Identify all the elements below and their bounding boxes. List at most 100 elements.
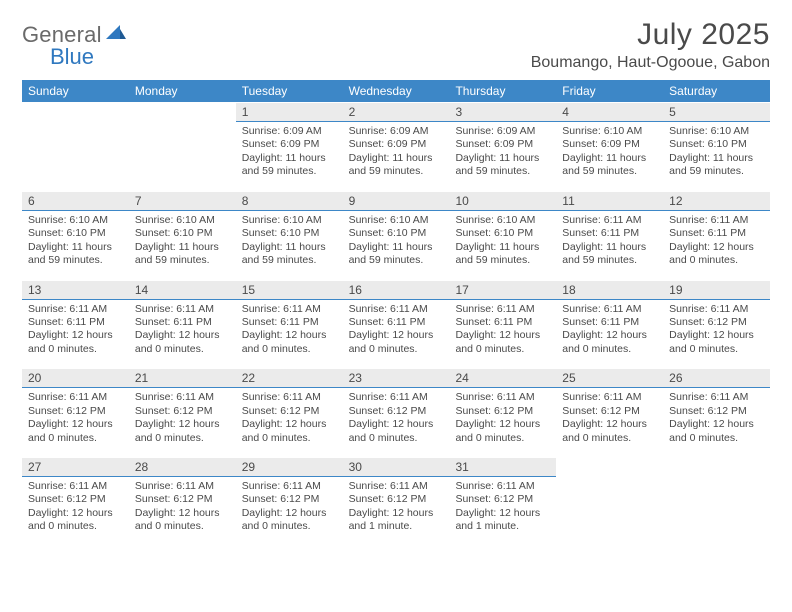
week-row: 20Sunrise: 6:11 AMSunset: 6:12 PMDayligh… [22, 368, 770, 451]
day-header: Wednesday [343, 80, 450, 102]
day-cell: 22Sunrise: 6:11 AMSunset: 6:12 PMDayligh… [236, 369, 343, 451]
day-sunset: Sunset: 6:12 PM [669, 405, 764, 418]
day-details: Sunrise: 6:11 AMSunset: 6:12 PMDaylight:… [236, 477, 343, 540]
day-sunrise: Sunrise: 6:09 AM [349, 125, 444, 138]
day-details: Sunrise: 6:11 AMSunset: 6:12 PMDaylight:… [343, 477, 450, 540]
day-daylight1: Daylight: 12 hours [28, 329, 123, 342]
header: General Blue July 2025 Boumango, Haut-Og… [22, 18, 770, 72]
day-daylight1: Daylight: 11 hours [242, 152, 337, 165]
logo: General Blue [22, 22, 126, 48]
day-number [556, 458, 663, 476]
day-number: 20 [22, 369, 129, 388]
day-number: 31 [449, 458, 556, 477]
day-cell: 26Sunrise: 6:11 AMSunset: 6:12 PMDayligh… [663, 369, 770, 451]
day-cell: 17Sunrise: 6:11 AMSunset: 6:11 PMDayligh… [449, 281, 556, 363]
day-number: 25 [556, 369, 663, 388]
day-sunset: Sunset: 6:09 PM [349, 138, 444, 151]
day-daylight1: Daylight: 11 hours [349, 152, 444, 165]
day-sunrise: Sunrise: 6:11 AM [669, 214, 764, 227]
day-sunrise: Sunrise: 6:11 AM [135, 391, 230, 404]
day-details: Sunrise: 6:11 AMSunset: 6:11 PMDaylight:… [22, 300, 129, 363]
day-cell: 2 Sunrise: 6:09 AMSunset: 6:09 PMDaylight… [343, 103, 450, 185]
day-header: Thursday [449, 80, 556, 102]
day-number: 14 [129, 281, 236, 300]
day-sunrise: Sunrise: 6:11 AM [242, 303, 337, 316]
day-cell: 24Sunrise: 6:11 AMSunset: 6:12 PMDayligh… [449, 369, 556, 451]
day-details: Sunrise: 6:11 AMSunset: 6:12 PMDaylight:… [22, 477, 129, 540]
day-cell: 5Sunrise: 6:10 AMSunset: 6:10 PMDaylight… [663, 103, 770, 185]
day-cell: 19Sunrise: 6:11 AMSunset: 6:12 PMDayligh… [663, 281, 770, 363]
day-daylight1: Daylight: 12 hours [135, 418, 230, 431]
day-details: Sunrise: 6:11 AMSunset: 6:11 PMDaylight:… [449, 300, 556, 363]
day-cell: 29Sunrise: 6:11 AMSunset: 6:12 PMDayligh… [236, 458, 343, 540]
day-number [663, 458, 770, 476]
calendar-header-row: Sunday Monday Tuesday Wednesday Thursday… [22, 80, 770, 102]
day-sunrise: Sunrise: 6:11 AM [135, 303, 230, 316]
day-number: 13 [22, 281, 129, 300]
day-sunset: Sunset: 6:09 PM [242, 138, 337, 151]
day-number: 9 [343, 192, 450, 211]
day-sunrise: Sunrise: 6:10 AM [135, 214, 230, 227]
day-daylight2: and 0 minutes. [669, 254, 764, 267]
day-daylight1: Daylight: 12 hours [28, 507, 123, 520]
week-row: 13Sunrise: 6:11 AMSunset: 6:11 PMDayligh… [22, 280, 770, 363]
location: Boumango, Haut-Ogooue, Gabon [531, 54, 770, 72]
logo-text-blue: Blue [50, 44, 94, 70]
day-details: Sunrise: 6:11 AMSunset: 6:12 PMDaylight:… [663, 388, 770, 451]
day-daylight1: Daylight: 12 hours [242, 329, 337, 342]
day-sunset: Sunset: 6:12 PM [28, 493, 123, 506]
day-cell: 12Sunrise: 6:11 AMSunset: 6:11 PMDayligh… [663, 192, 770, 274]
day-daylight1: Daylight: 12 hours [455, 329, 550, 342]
day-sunrise: Sunrise: 6:11 AM [455, 303, 550, 316]
day-number: 1 [236, 103, 343, 122]
day-cell: 20Sunrise: 6:11 AMSunset: 6:12 PMDayligh… [22, 369, 129, 451]
day-details: Sunrise: 6:11 AMSunset: 6:12 PMDaylight:… [343, 388, 450, 451]
page: General Blue July 2025 Boumango, Haut-Og… [0, 0, 792, 540]
day-sunrise: Sunrise: 6:11 AM [669, 303, 764, 316]
day-sunset: Sunset: 6:10 PM [28, 227, 123, 240]
day-daylight2: and 0 minutes. [28, 343, 123, 356]
day-sunset: Sunset: 6:11 PM [455, 316, 550, 329]
day-daylight1: Daylight: 12 hours [28, 418, 123, 431]
day-sunset: Sunset: 6:09 PM [562, 138, 657, 151]
day-sunrise: Sunrise: 6:11 AM [562, 391, 657, 404]
day-daylight1: Daylight: 11 hours [562, 152, 657, 165]
day-sunset: Sunset: 6:11 PM [349, 316, 444, 329]
day-sunset: Sunset: 6:10 PM [455, 227, 550, 240]
day-daylight2: and 0 minutes. [669, 343, 764, 356]
day-number: 2 [343, 103, 450, 122]
day-details [663, 476, 770, 532]
day-details [22, 121, 129, 177]
day-details: Sunrise: 6:09 AMSunset: 6:09 PMDaylight:… [236, 122, 343, 185]
day-sunrise: Sunrise: 6:11 AM [242, 391, 337, 404]
day-daylight2: and 0 minutes. [349, 432, 444, 445]
day-sunset: Sunset: 6:12 PM [455, 493, 550, 506]
day-cell: 28Sunrise: 6:11 AMSunset: 6:12 PMDayligh… [129, 458, 236, 540]
day-daylight2: and 0 minutes. [455, 343, 550, 356]
day-details: Sunrise: 6:11 AMSunset: 6:11 PMDaylight:… [663, 211, 770, 274]
day-daylight1: Daylight: 12 hours [455, 418, 550, 431]
day-header: Sunday [22, 80, 129, 102]
day-daylight1: Daylight: 11 hours [28, 241, 123, 254]
day-daylight1: Daylight: 12 hours [562, 418, 657, 431]
day-header: Monday [129, 80, 236, 102]
day-cell: 15Sunrise: 6:11 AMSunset: 6:11 PMDayligh… [236, 281, 343, 363]
day-cell: 6Sunrise: 6:10 AMSunset: 6:10 PMDaylight… [22, 192, 129, 274]
day-sunset: Sunset: 6:10 PM [669, 138, 764, 151]
day-sunset: Sunset: 6:11 PM [28, 316, 123, 329]
day-daylight1: Daylight: 12 hours [669, 241, 764, 254]
day-cell: 27Sunrise: 6:11 AMSunset: 6:12 PMDayligh… [22, 458, 129, 540]
logo-triangle-icon [106, 25, 126, 39]
day-daylight2: and 0 minutes. [242, 432, 337, 445]
day-daylight1: Daylight: 12 hours [349, 507, 444, 520]
day-daylight2: and 59 minutes. [669, 165, 764, 178]
day-details: Sunrise: 6:10 AMSunset: 6:10 PMDaylight:… [449, 211, 556, 274]
day-sunrise: Sunrise: 6:10 AM [349, 214, 444, 227]
day-cell: 7Sunrise: 6:10 AMSunset: 6:10 PMDaylight… [129, 192, 236, 274]
day-details: Sunrise: 6:11 AMSunset: 6:11 PMDaylight:… [556, 211, 663, 274]
day-daylight1: Daylight: 11 hours [349, 241, 444, 254]
day-sunset: Sunset: 6:10 PM [135, 227, 230, 240]
day-daylight2: and 1 minute. [349, 520, 444, 533]
day-number: 27 [22, 458, 129, 477]
day-details: Sunrise: 6:11 AMSunset: 6:11 PMDaylight:… [129, 300, 236, 363]
